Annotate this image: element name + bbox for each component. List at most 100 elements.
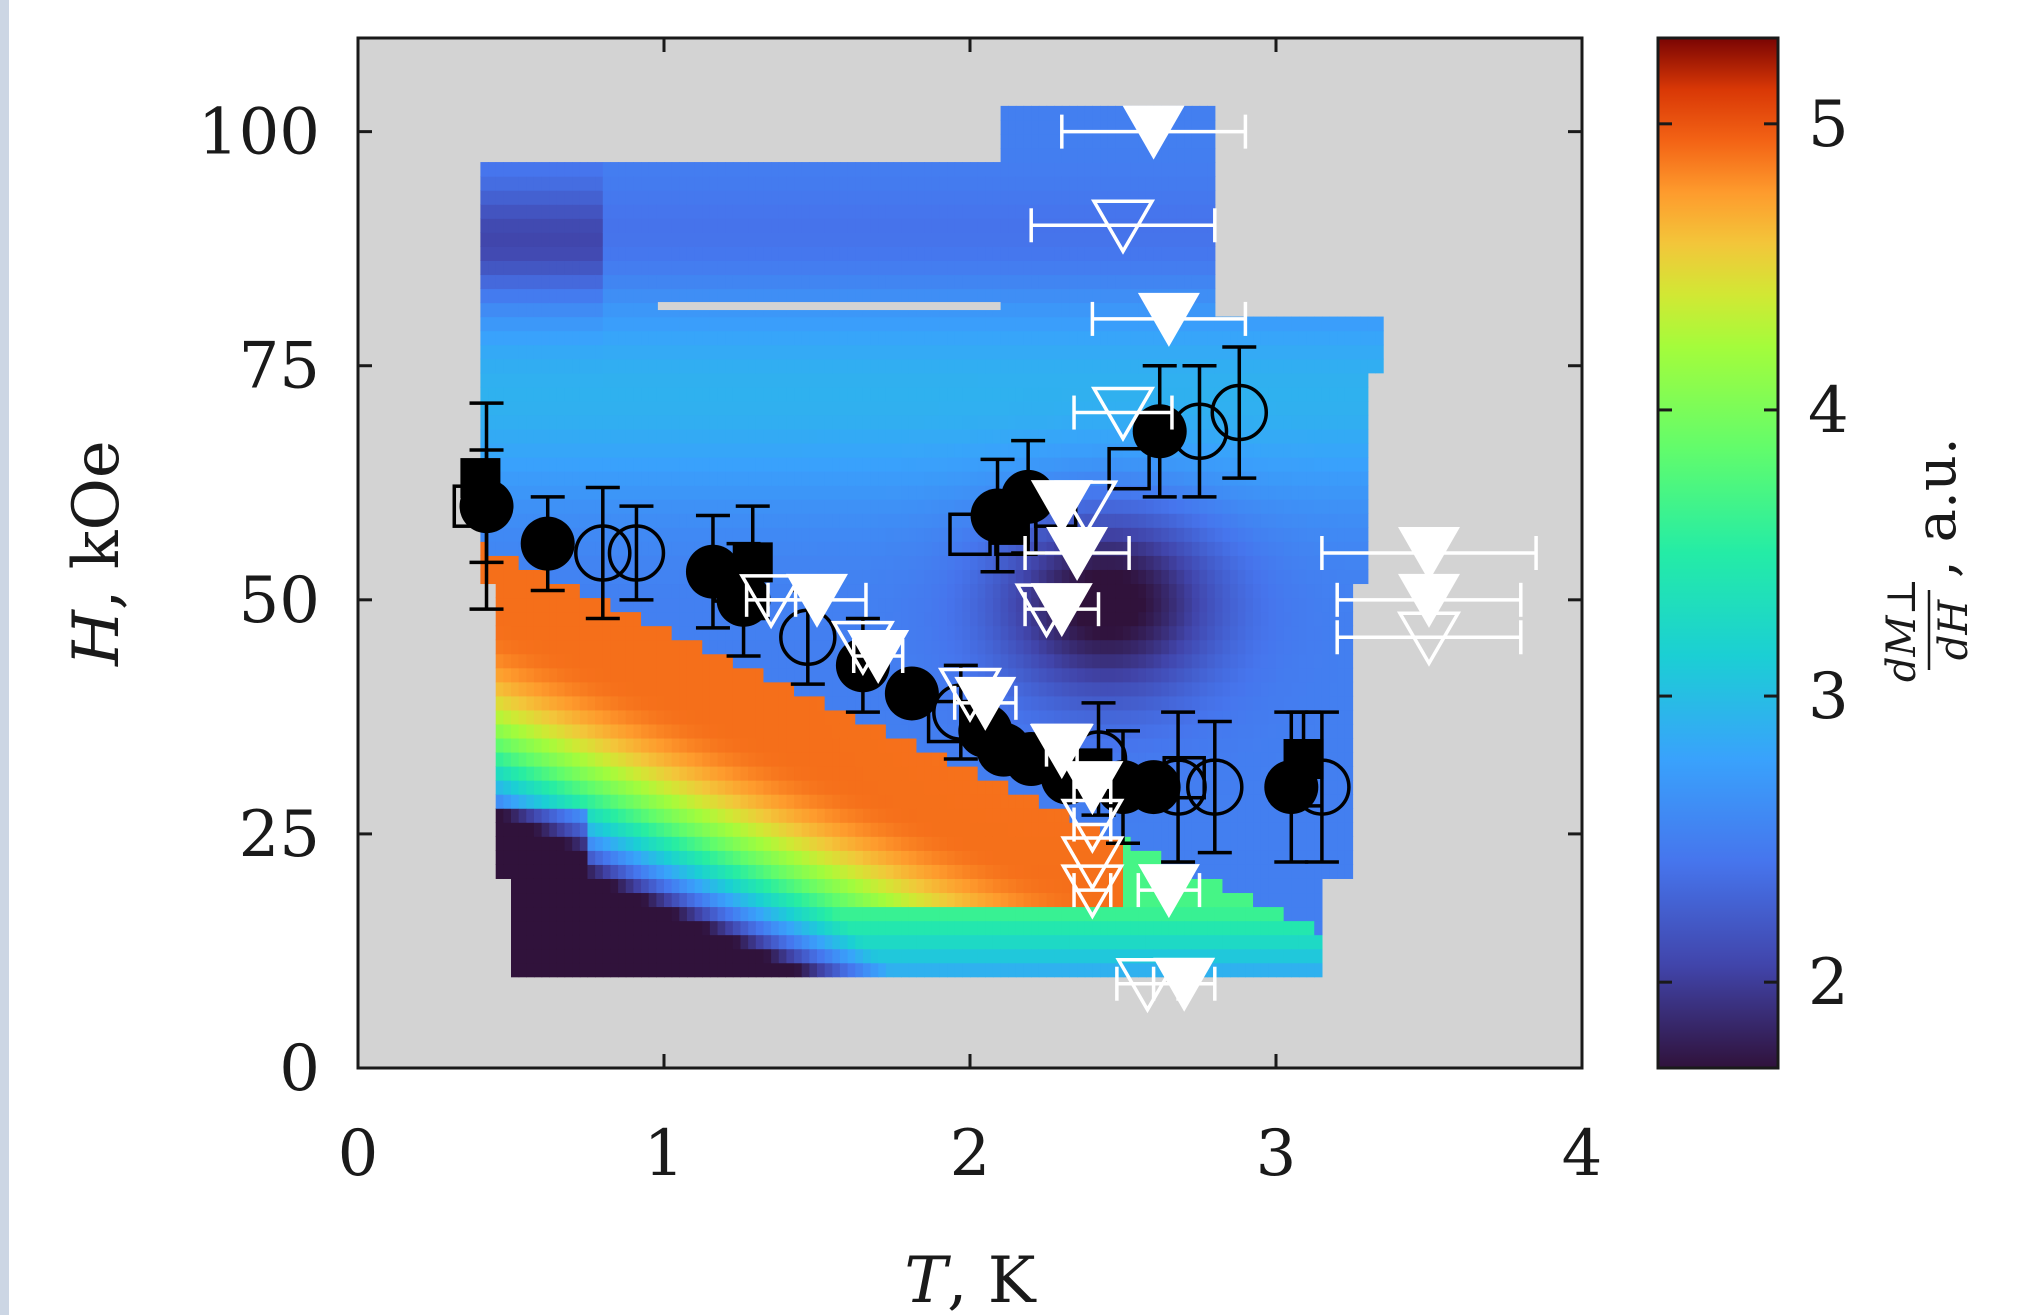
heatmap-cell	[641, 583, 650, 599]
heatmap-cell	[908, 737, 918, 753]
heatmap-cell	[893, 808, 902, 823]
heatmap-cell	[939, 962, 948, 978]
heatmap-cell	[786, 457, 795, 472]
heatmap-cell	[572, 204, 581, 219]
heatmap-cell	[717, 836, 726, 851]
heatmap-cell	[1123, 583, 1132, 599]
heatmap-cell	[1092, 667, 1101, 683]
heatmap-cell	[1015, 625, 1025, 641]
heatmap-cell	[824, 723, 833, 739]
heatmap-cell	[885, 737, 895, 753]
heatmap-cell	[786, 428, 795, 444]
heatmap-cell	[511, 850, 520, 865]
heatmap-cell	[671, 709, 680, 725]
heatmap-cell	[954, 569, 963, 585]
heatmap-cell	[862, 695, 872, 711]
heatmap-cell	[656, 850, 665, 865]
heatmap-cell	[939, 190, 948, 205]
heatmap-cell	[1031, 442, 1040, 458]
heatmap-cell	[771, 892, 780, 908]
heatmap-cell	[824, 428, 833, 444]
heatmap-cell	[1000, 836, 1009, 851]
heatmap-cell	[526, 386, 535, 402]
heatmap-cell	[503, 162, 512, 177]
heatmap-cell	[893, 878, 902, 894]
heatmap-cell	[748, 260, 757, 276]
heatmap-cell	[1084, 105, 1093, 121]
heatmap-cell	[625, 260, 634, 276]
heatmap-cell	[1000, 892, 1009, 908]
heatmap-cell	[1130, 485, 1139, 500]
heatmap-cell	[572, 288, 581, 304]
heatmap-cell	[587, 555, 596, 570]
heatmap-cell	[1008, 400, 1017, 416]
heatmap-cell	[1092, 176, 1101, 191]
heatmap-cell	[916, 330, 925, 346]
heatmap-cell	[648, 162, 657, 177]
heatmap-cell	[526, 204, 535, 219]
heatmap-cell	[556, 723, 566, 739]
heatmap-cell	[847, 878, 856, 894]
heatmap-cell	[954, 372, 963, 388]
heatmap-cell	[595, 372, 604, 388]
heatmap-cell	[625, 372, 634, 388]
heatmap-cell	[664, 695, 673, 711]
heatmap-cell	[648, 485, 657, 500]
heatmap-cell	[778, 681, 787, 697]
heatmap-cell	[564, 232, 573, 247]
heatmap-cell	[679, 288, 688, 304]
heatmap-cell	[1100, 667, 1109, 683]
heatmap-cell	[587, 204, 596, 219]
heatmap-cell	[633, 794, 642, 809]
heatmap-cell	[1031, 878, 1040, 894]
heatmap-cell	[916, 288, 925, 304]
heatmap-cell	[633, 204, 642, 219]
heatmap-cell	[893, 260, 902, 276]
heatmap-cell	[962, 428, 971, 444]
heatmap-cell	[1077, 358, 1086, 374]
heatmap-cell	[503, 316, 512, 332]
heatmap-cell	[901, 878, 910, 894]
heatmap-cell	[839, 499, 849, 514]
heatmap-cell	[1069, 625, 1078, 641]
heatmap-cell	[809, 288, 818, 304]
heatmap-cell	[947, 400, 956, 416]
heatmap-cell	[878, 428, 887, 444]
heatmap-cell	[503, 471, 512, 486]
heatmap-cell	[549, 836, 558, 851]
heatmap-cell	[602, 358, 612, 374]
heatmap-cell	[686, 513, 696, 528]
heatmap-cell	[794, 962, 803, 978]
heatmap-cell	[985, 962, 994, 978]
heatmap-cell	[533, 864, 543, 879]
heatmap-cell	[778, 190, 787, 205]
heatmap-cell	[602, 808, 612, 823]
heatmap-cell	[970, 260, 979, 276]
heatmap-cell	[610, 457, 619, 472]
heatmap-cell	[1061, 105, 1071, 121]
heatmap-cell	[755, 246, 765, 261]
heatmap-cell	[602, 695, 612, 711]
heatmap-cell	[1038, 709, 1048, 725]
heatmap-cell	[885, 232, 895, 247]
heatmap-cell	[939, 204, 948, 219]
heatmap-cell	[1015, 597, 1025, 613]
heatmap-cell	[679, 920, 688, 936]
heatmap-cell	[1092, 274, 1101, 290]
heatmap-cell	[541, 400, 550, 416]
heatmap-cell	[656, 372, 665, 388]
heatmap-cell	[579, 597, 589, 613]
heatmap-cell	[625, 653, 634, 669]
heatmap-cell	[870, 372, 879, 388]
heatmap-cell	[1100, 457, 1109, 472]
heatmap-cell	[1138, 920, 1147, 936]
heatmap-cell	[610, 555, 619, 570]
heatmap-cell	[763, 246, 772, 261]
heatmap-cell	[794, 808, 803, 823]
heatmap-cell	[748, 414, 757, 430]
heatmap-cell	[541, 780, 550, 795]
heatmap-cell	[556, 176, 566, 191]
heatmap-cell	[916, 176, 925, 191]
heatmap-cell	[824, 513, 833, 528]
heatmap-cell	[533, 246, 543, 261]
